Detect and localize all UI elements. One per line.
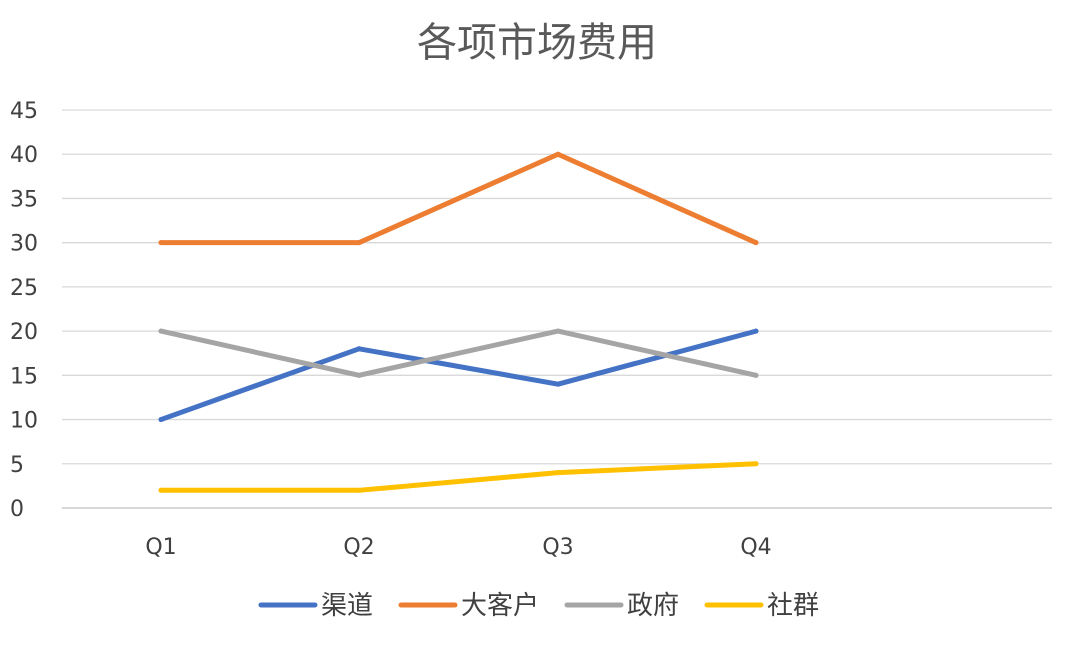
y-tick-label: 35 <box>10 187 38 212</box>
data-point <box>753 372 759 378</box>
x-tick-label: Q4 <box>740 535 771 560</box>
y-tick-label: 10 <box>10 409 38 434</box>
legend-label: 大客户 <box>461 591 539 621</box>
y-tick-label: 5 <box>10 453 24 478</box>
series-line <box>158 328 759 378</box>
x-tick-label: Q1 <box>145 535 176 560</box>
legend-item: 大客户 <box>398 591 539 621</box>
data-point <box>356 346 362 352</box>
x-tick-label: Q2 <box>343 535 374 560</box>
legend-item: 渠道 <box>258 591 373 621</box>
series-2 <box>158 151 759 246</box>
y-tick-label: 40 <box>10 143 38 168</box>
data-point <box>356 240 362 246</box>
legend: 渠道 大客户 政府 社群 <box>258 591 819 621</box>
y-tick-label: 25 <box>10 276 38 301</box>
data-point <box>158 240 164 246</box>
series-1 <box>158 328 759 423</box>
legend-item: 社群 <box>704 591 819 621</box>
y-tick-label: 20 <box>10 320 38 345</box>
data-point <box>753 461 759 467</box>
data-point <box>158 487 164 493</box>
y-tick-label: 15 <box>10 364 38 389</box>
series-lines <box>158 151 759 493</box>
data-point <box>158 328 164 334</box>
series-line <box>158 461 759 493</box>
y-tick-label: 30 <box>10 232 38 257</box>
legend-label: 渠道 <box>321 591 373 621</box>
data-point <box>555 151 561 157</box>
legend-label: 社群 <box>767 591 819 621</box>
data-point <box>555 381 561 387</box>
series-3 <box>158 328 759 378</box>
data-point <box>555 328 561 334</box>
x-tick-label: Q3 <box>542 535 573 560</box>
chart-title: 各项市场费用 <box>417 20 657 66</box>
data-point <box>158 417 164 423</box>
series-line <box>158 151 759 246</box>
y-tick-label: 0 <box>10 497 24 522</box>
y-axis: 0 5 10 15 20 25 30 35 40 45 <box>10 99 38 522</box>
legend-item: 政府 <box>564 591 679 621</box>
data-point <box>356 372 362 378</box>
legend-label: 政府 <box>627 591 679 621</box>
x-axis: Q1 Q2 Q3 Q4 <box>145 535 771 560</box>
data-point <box>356 487 362 493</box>
y-tick-label: 45 <box>10 99 38 124</box>
data-point <box>555 470 561 476</box>
data-point <box>753 240 759 246</box>
gridlines <box>62 109 1052 509</box>
data-point <box>753 328 759 334</box>
series-4 <box>158 461 759 493</box>
series-line <box>158 328 759 423</box>
